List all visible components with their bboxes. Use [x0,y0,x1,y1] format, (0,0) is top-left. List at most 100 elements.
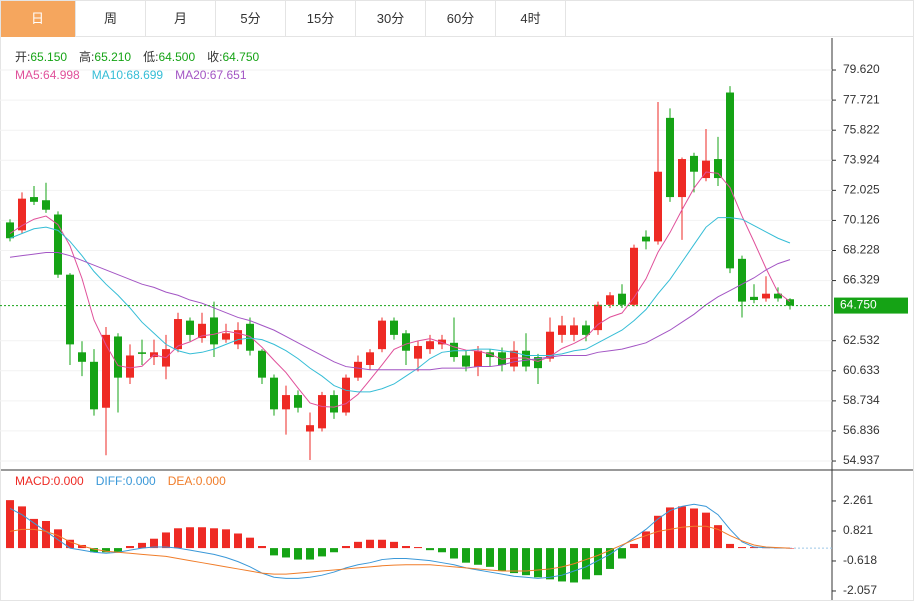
period-tab[interactable]: 日 [0,0,76,37]
macd-line [9,503,791,579]
macd-bar [198,527,206,549]
macd-bar [102,548,110,553]
macd-bar [486,548,494,567]
legend-name: MA20: [175,68,210,82]
period-tab[interactable]: 30分 [356,0,426,37]
legend-name: DEA: [168,474,196,488]
y-tick-label: 72.025 [843,183,880,197]
candle-body [78,352,86,362]
macd-bar [138,542,146,549]
macd-bar [162,532,170,549]
period-tab[interactable]: 4时 [496,0,566,37]
macd-bar [522,548,530,576]
candle-body [342,377,350,413]
y-tick-label: 56.836 [843,423,880,437]
macd-bar [42,520,50,549]
period-tab[interactable]: 5分 [216,0,286,37]
candle-body [30,197,38,202]
macd-bar [702,512,710,549]
candle-body [498,352,506,365]
candle-body [246,323,254,351]
candle-body [66,274,74,345]
candle-body [282,395,290,410]
macd-bar [726,543,734,549]
candle-body [6,222,14,239]
macd-bar [354,541,362,549]
candle-body [750,296,758,301]
candle-body [210,317,218,345]
macd-bar [294,548,302,560]
info-value: 64.500 [158,50,195,64]
macd-bar [582,548,590,580]
macd-bar [714,525,722,549]
candle-body [738,258,746,302]
y-tick-label: 58.734 [843,393,880,407]
macd-bar [246,537,254,549]
y-tick-label: 0.821 [843,523,873,537]
y-tick-label: 54.937 [843,453,880,467]
macd-bar [150,538,158,549]
period-tab[interactable]: 60分 [426,0,496,37]
info-label: 开: [15,50,30,64]
macd-bar [618,548,626,559]
candle-body [714,159,722,179]
macd-bar [462,548,470,563]
period-tab[interactable]: 15分 [286,0,356,37]
candle-body [90,361,98,410]
legend-name: MACD: [15,474,54,488]
info-value: 64.750 [222,50,259,64]
macd-bar [318,548,326,557]
macd-bar [510,548,518,574]
macd-bar [666,507,674,549]
candle-body [690,155,698,172]
macd-bar [558,548,566,582]
candle-body [402,333,410,351]
candle-body [306,425,314,432]
macd-bar [414,547,422,549]
candle-body [378,320,386,350]
candle-body [126,355,134,378]
macd-bar [786,548,794,549]
macd-bar [474,548,482,565]
candle-body [174,319,182,350]
period-tab[interactable]: 周 [76,0,146,37]
macd-bar [222,529,230,549]
y-tick-label: 62.532 [843,333,880,347]
candle-body [762,293,770,299]
macd-bar [270,548,278,556]
macd-bar [126,546,134,549]
macd-line [9,525,791,575]
macd-bar [30,518,38,549]
candle-body [186,320,194,335]
candle-body [546,331,554,359]
candle-body [786,299,794,306]
legend-name: MA5: [15,68,43,82]
candle-body [570,325,578,335]
macd-bar [90,548,98,553]
candle-body [42,200,50,210]
legend-value: 67.651 [210,68,247,82]
y-tick-label: 79.620 [843,62,880,76]
macd-bar [330,548,338,553]
ma-line [9,252,791,371]
period-tab[interactable]: 月 [146,0,216,37]
legend-name: MA10: [92,68,127,82]
info-label: 低: [143,50,158,64]
y-tick-label: -0.618 [843,553,877,567]
candle-body [462,355,470,367]
candle-body [582,325,590,335]
y-tick-label: 2.261 [843,493,873,507]
macd-bar [690,508,698,549]
candle-body [702,160,710,179]
info-label: 收: [207,50,222,64]
y-tick-label: 66.329 [843,273,880,287]
ma-line [9,171,791,408]
macd-bar [366,539,374,549]
candle-body [666,117,674,198]
candle-body [678,159,686,198]
candle-body [138,352,146,354]
y-tick-label: 68.228 [843,243,880,257]
candle-body [654,171,662,242]
